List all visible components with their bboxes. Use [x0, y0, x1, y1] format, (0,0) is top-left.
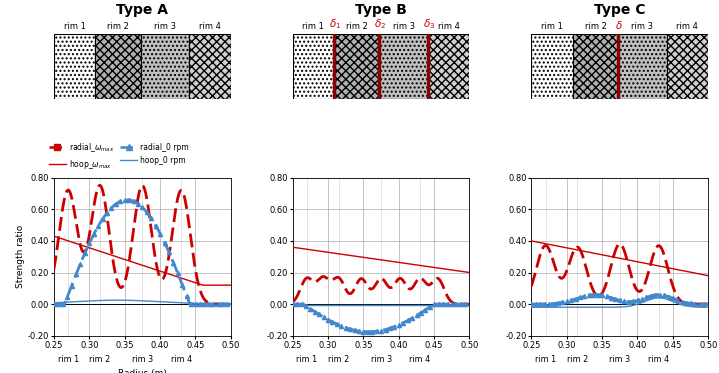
Text: rim 2: rim 2 — [89, 355, 111, 364]
Text: rim 2: rim 2 — [567, 355, 588, 364]
Text: rim 1: rim 1 — [535, 355, 556, 364]
Text: rim 1: rim 1 — [296, 355, 317, 364]
Bar — [293, 34, 334, 99]
Text: rim 4: rim 4 — [648, 355, 669, 364]
Bar — [667, 34, 708, 99]
Text: rim 1: rim 1 — [303, 22, 324, 31]
Text: rim 3: rim 3 — [132, 355, 153, 364]
Bar — [141, 34, 189, 99]
Text: $\delta_2$: $\delta_2$ — [374, 17, 386, 31]
Text: rim 2: rim 2 — [328, 355, 349, 364]
Text: rim 4: rim 4 — [677, 22, 698, 31]
Legend: radial_$\omega_{max}$, hoop_$\omega_{max}$, radial_0 rpm, hoop_0 rpm: radial_$\omega_{max}$, hoop_$\omega_{max… — [49, 141, 189, 171]
Text: rim 3: rim 3 — [631, 22, 654, 31]
Bar — [54, 34, 96, 99]
Text: rim 4: rim 4 — [170, 355, 192, 364]
Text: rim 1: rim 1 — [64, 22, 86, 31]
Title: Type A: Type A — [116, 3, 168, 17]
Text: $\delta_3$: $\delta_3$ — [423, 17, 435, 31]
Text: $\delta$: $\delta$ — [615, 19, 623, 31]
Bar — [531, 34, 573, 99]
Bar — [618, 34, 667, 99]
Text: rim 2: rim 2 — [107, 22, 129, 31]
Text: rim 4: rim 4 — [438, 22, 459, 31]
Text: rim 3: rim 3 — [393, 22, 415, 31]
Text: rim 2: rim 2 — [346, 22, 367, 31]
Text: rim 2: rim 2 — [585, 22, 606, 31]
Title: Type C: Type C — [594, 3, 646, 17]
Text: $\delta_1$: $\delta_1$ — [329, 17, 342, 31]
Text: Radius (m): Radius (m) — [118, 369, 167, 373]
Title: Type B: Type B — [355, 3, 407, 17]
Bar — [96, 34, 141, 99]
Text: rim 3: rim 3 — [154, 22, 176, 31]
Bar — [380, 34, 428, 99]
Text: rim 3: rim 3 — [609, 355, 631, 364]
Bar — [334, 34, 380, 99]
Bar — [189, 34, 231, 99]
Text: rim 4: rim 4 — [409, 355, 431, 364]
Bar — [573, 34, 618, 99]
Text: rim 1: rim 1 — [541, 22, 563, 31]
Text: rim 4: rim 4 — [199, 22, 221, 31]
Bar — [428, 34, 470, 99]
Y-axis label: Strength ratio: Strength ratio — [16, 225, 25, 288]
Text: rim 1: rim 1 — [58, 355, 78, 364]
Text: rim 3: rim 3 — [370, 355, 392, 364]
